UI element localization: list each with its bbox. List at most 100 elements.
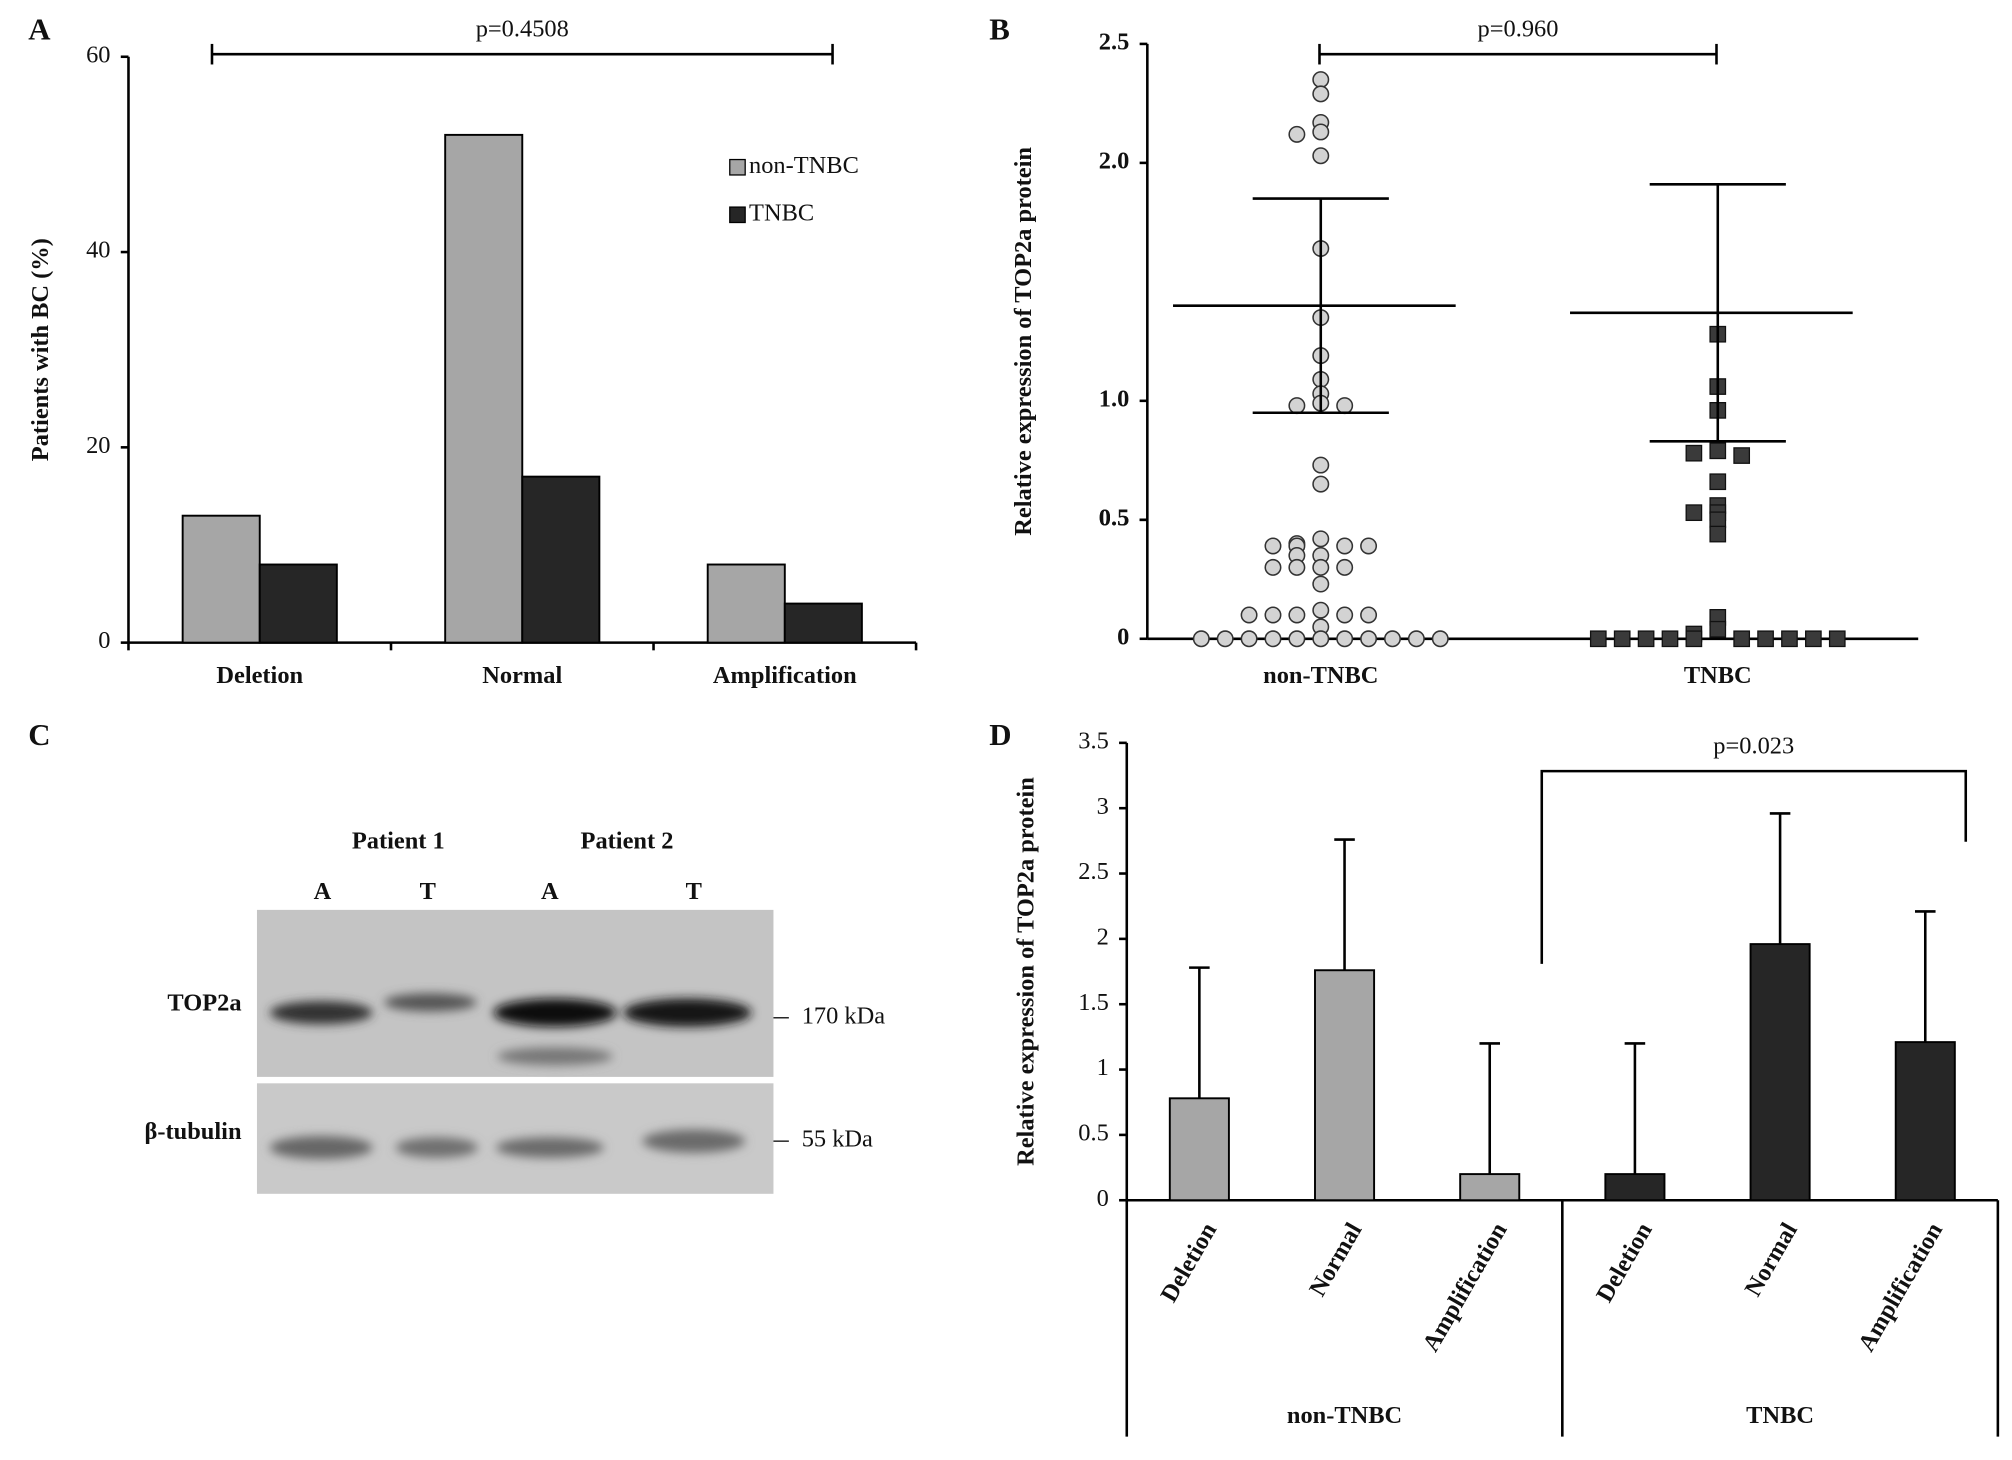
x-tick-label: TNBC: [1684, 662, 1752, 689]
data-point: [1336, 537, 1354, 555]
data-point: [1733, 447, 1751, 464]
data-point: [1312, 630, 1330, 648]
p-value: p=0.023: [1713, 733, 1794, 760]
y-tick-label: 0: [1117, 623, 1129, 650]
data-point: [1709, 511, 1727, 529]
data-point: [1312, 475, 1330, 493]
bar: [1749, 943, 1811, 1202]
data-point: [1336, 558, 1354, 576]
bar: [706, 563, 786, 644]
patient-label: Patient 2: [581, 828, 674, 855]
y-axis-label: Relative expression of TOP2a protein: [1010, 147, 1037, 536]
bar: [521, 475, 601, 644]
data-point: [1589, 630, 1607, 648]
size-label: 170 kDa: [802, 1002, 886, 1029]
group-label: non-TNBC: [1287, 1402, 1402, 1429]
panel-label: C: [28, 718, 50, 752]
data-point: [1312, 530, 1330, 548]
data-point: [1637, 630, 1655, 648]
y-axis-label: Relative expression of TOP2a protein: [1012, 777, 1039, 1166]
bar: [1894, 1041, 1956, 1202]
data-point: [1288, 606, 1306, 624]
lane-label: A: [541, 878, 559, 905]
data-point: [1431, 630, 1449, 648]
y-tick-label: 1.5: [1078, 989, 1109, 1016]
y-tick-label: 0: [1097, 1185, 1109, 1212]
x-tick-label: Deletion: [1155, 1218, 1222, 1307]
panel-label: B: [989, 12, 1010, 46]
protein-label: TOP2a: [167, 990, 241, 1017]
data-point: [1709, 473, 1727, 491]
y-tick-label: 40: [86, 237, 110, 264]
bracket: [1540, 769, 1968, 964]
data-point: [1781, 630, 1798, 648]
y-tick-label: 2.5: [1078, 858, 1109, 885]
x-tick-label: Normal: [1740, 1218, 1803, 1301]
data-point: [1312, 85, 1330, 103]
data-point: [1709, 525, 1727, 543]
data-point: [1733, 630, 1751, 648]
legend-label: non-TNBC: [749, 152, 859, 179]
blot-membrane: [256, 909, 774, 1077]
data-point: [1336, 606, 1354, 624]
data-point: [1383, 630, 1401, 648]
bar: [444, 133, 524, 644]
y-tick-label: 1.0: [1099, 385, 1130, 412]
data-point: [1828, 630, 1846, 648]
data-point: [1264, 558, 1282, 576]
data-point: [1312, 601, 1330, 619]
data-point: [1312, 558, 1330, 576]
data-point: [1805, 630, 1822, 648]
data-point: [1264, 537, 1282, 555]
p-value: p=0.4508: [476, 16, 569, 43]
data-point: [1312, 575, 1330, 593]
data-point: [1192, 630, 1210, 648]
protein-label: β-tubulin: [145, 1118, 242, 1145]
data-point: [1360, 606, 1378, 624]
data-point: [1312, 147, 1330, 165]
y-tick-label: 0: [98, 627, 110, 654]
bar: [783, 602, 863, 644]
data-point: [1240, 606, 1258, 624]
blot-panel: C Patient 1 Patient 2 A T A T TOP2a β-tu…: [28, 718, 885, 1194]
y-tick-label: 3: [1097, 793, 1109, 820]
x-tick-label: Deletion: [216, 662, 303, 689]
data-point: [1264, 606, 1282, 624]
data-point: [1336, 630, 1354, 648]
data-point: [1685, 504, 1703, 522]
x-tick-label: Deletion: [1591, 1218, 1658, 1307]
data-point: [1709, 620, 1727, 638]
patient-label: Patient 1: [352, 828, 445, 855]
data-point: [1709, 442, 1727, 460]
data-point: [1360, 537, 1378, 555]
data-point: [1312, 456, 1330, 474]
legend-swatch: [729, 206, 746, 224]
data-point: [1288, 558, 1306, 576]
data-point: [1407, 630, 1425, 648]
data-point: [1360, 630, 1378, 648]
bands: [269, 993, 752, 1160]
data-point: [1661, 630, 1679, 648]
y-tick-label: 2: [1097, 923, 1109, 950]
bar: [1459, 1173, 1521, 1202]
y-tick-label: 60: [86, 41, 110, 68]
y-tick-label: 20: [86, 432, 110, 459]
data-point: [1240, 630, 1258, 648]
data-point: [1336, 397, 1354, 415]
data-point: [1288, 397, 1306, 415]
lane-label: A: [314, 878, 332, 905]
data-point: [1312, 123, 1330, 141]
bar: [1168, 1097, 1230, 1202]
x-tick-label: Amplification: [1853, 1218, 1948, 1356]
data-point: [1312, 71, 1330, 89]
data-point: [1685, 630, 1703, 648]
y-tick-label: 0.5: [1099, 504, 1130, 531]
bar: [1314, 969, 1376, 1202]
y-tick-label: 3.5: [1078, 727, 1109, 754]
legend-swatch: [729, 158, 746, 176]
data-point: [1685, 444, 1703, 462]
data-point: [1264, 630, 1282, 648]
p-value: p=0.960: [1478, 16, 1559, 43]
bar: [181, 514, 261, 644]
